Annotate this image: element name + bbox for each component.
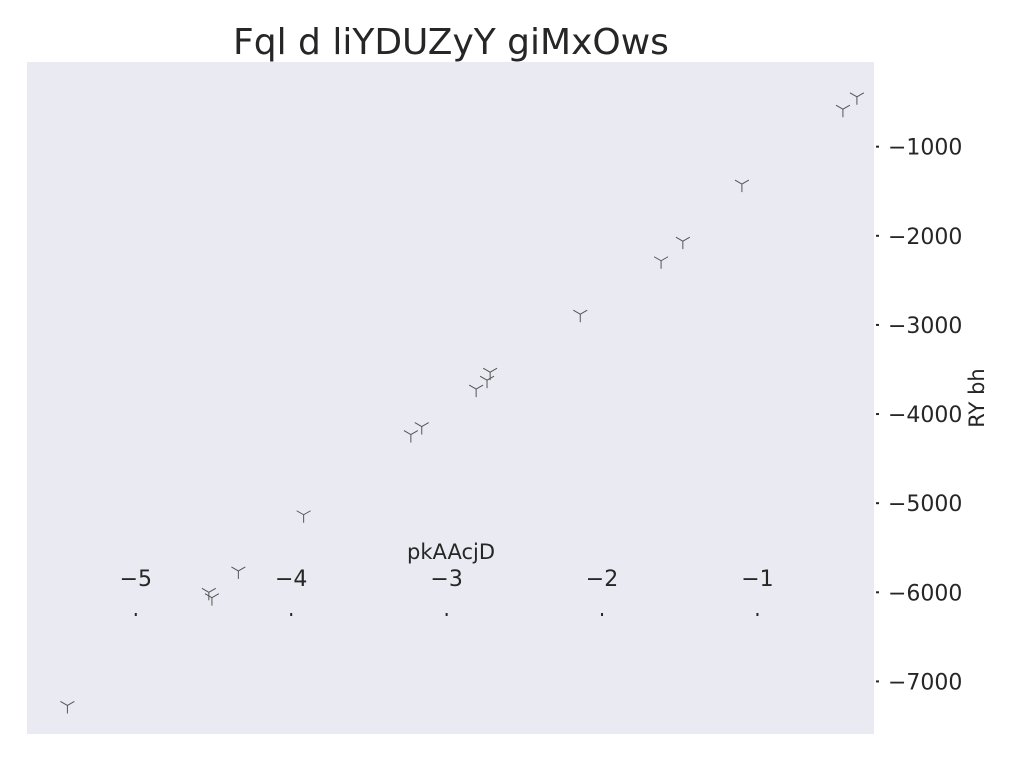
y-tick-label: −7000: [888, 670, 962, 695]
data-point: [296, 510, 311, 523]
x-axis-label: pkAAcjD: [407, 540, 495, 564]
data-point: [734, 179, 750, 193]
data-point: [414, 422, 429, 435]
data-point: [468, 384, 484, 398]
plot-area: [27, 62, 874, 734]
y-tick-label: −2000: [888, 225, 962, 250]
y-tick-label: −1000: [888, 136, 962, 161]
data-point: [675, 236, 691, 250]
x-tick-label: −4: [275, 567, 307, 592]
x-tick-label: −3: [430, 567, 462, 592]
x-tick-label: −1: [741, 567, 773, 592]
chart-title: Fql d liYDUZyY giMxOws: [233, 22, 669, 63]
data-point: [231, 566, 246, 579]
y-tick-label: −5000: [888, 492, 962, 517]
data-point: [849, 92, 865, 105]
data-point: [653, 256, 669, 269]
x-tick-label: −2: [586, 567, 618, 592]
x-axis: −5 −4 −3 −2 −1: [120, 567, 774, 616]
y-tick-label: −6000: [888, 581, 962, 606]
y-tick-label: −4000: [888, 403, 962, 428]
data-point: [60, 701, 75, 714]
y-axis: −1000 −2000 −3000 −4000 −5000 −6000 −7000: [876, 136, 962, 695]
data-point: [482, 367, 498, 381]
data-point: [403, 430, 419, 443]
data-point: [835, 104, 851, 118]
y-axis-label: RY bh: [965, 368, 989, 427]
x-tick-label: −5: [120, 567, 152, 592]
data-point: [204, 593, 220, 606]
data-points: [60, 92, 865, 714]
y-tick-label: −3000: [888, 314, 962, 339]
data-point: [573, 309, 588, 323]
